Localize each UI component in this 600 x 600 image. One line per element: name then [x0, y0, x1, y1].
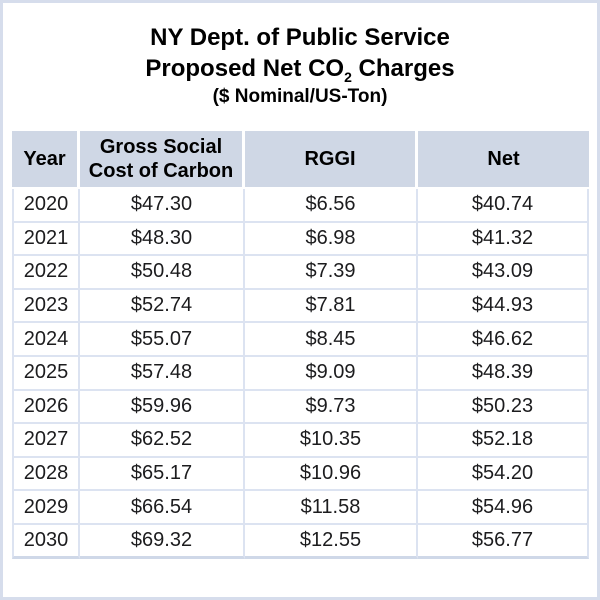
cell-gross: $55.07	[80, 323, 245, 357]
table-row-2026: 2026 $59.96 $9.73 $50.23	[12, 390, 589, 425]
col-header-net: Net	[418, 131, 589, 189]
cell-net: $44.93	[418, 289, 589, 324]
cell-net: $46.62	[418, 323, 589, 357]
cell-net: $48.39	[418, 356, 589, 391]
cell-rggi: $9.73	[245, 390, 418, 425]
table-row-2022: 2022 $50.48 $7.39 $43.09	[12, 256, 589, 290]
cell-year: 2027	[12, 424, 80, 458]
cell-gross: $52.74	[80, 289, 245, 324]
table-row-2024: 2024 $55.07 $8.45 $46.62	[12, 323, 589, 357]
cell-rggi: $8.45	[245, 323, 418, 357]
col-header-gross-social-cost: Gross Social Cost of Carbon	[80, 131, 245, 189]
cell-gross: $57.48	[80, 356, 245, 391]
cell-rggi: $6.56	[245, 189, 418, 223]
table-row-2021: 2021 $48.30 $6.98 $41.32	[12, 222, 589, 257]
table-row-2027: 2027 $62.52 $10.35 $52.18	[12, 424, 589, 458]
title-line-1: NY Dept. of Public Service	[150, 24, 450, 51]
table-row-2030: 2030 $69.32 $12.55 $56.77	[12, 524, 589, 559]
title-line-2: Proposed Net CO2 Charges	[3, 53, 597, 84]
cell-gross: $59.96	[80, 390, 245, 425]
title-line-2-prefix: Proposed Net CO	[145, 55, 345, 82]
cell-year: 2030	[12, 524, 80, 559]
cell-year: 2022	[12, 256, 80, 290]
cell-rggi: $6.98	[245, 222, 418, 257]
title-units: ($ Nominal/US-Ton)	[212, 86, 388, 107]
cell-year: 2024	[12, 323, 80, 357]
cell-net: $56.77	[418, 524, 589, 559]
title-line-2-suffix: Charges	[351, 55, 455, 82]
cell-rggi: $7.39	[245, 256, 418, 290]
cell-net: $54.96	[418, 491, 589, 525]
table-row-2029: 2029 $66.54 $11.58 $54.96	[12, 491, 589, 525]
table-row-2020: 2020 $47.30 $6.56 $40.74	[12, 189, 589, 223]
cell-net: $52.18	[418, 424, 589, 458]
cell-gross: $65.17	[80, 457, 245, 492]
cell-year: 2020	[12, 189, 80, 223]
table-row-2028: 2028 $65.17 $10.96 $54.20	[12, 457, 589, 492]
cell-net: $40.74	[418, 189, 589, 223]
cell-rggi: $10.96	[245, 457, 418, 492]
cell-net: $54.20	[418, 457, 589, 492]
cell-net: $43.09	[418, 256, 589, 290]
cell-rggi: $9.09	[245, 356, 418, 391]
cell-year: 2026	[12, 390, 80, 425]
cell-net: $41.32	[418, 222, 589, 257]
title-block: NY Dept. of Public Service Proposed Net …	[3, 3, 597, 110]
cell-rggi: $7.81	[245, 289, 418, 324]
cell-gross: $62.52	[80, 424, 245, 458]
table-row-2025: 2025 $57.48 $9.09 $48.39	[12, 356, 589, 391]
cell-year: 2023	[12, 289, 80, 324]
table-row-2023: 2023 $52.74 $7.81 $44.93	[12, 289, 589, 324]
cell-rggi: $12.55	[245, 524, 418, 559]
cell-gross: $47.30	[80, 189, 245, 223]
cell-gross: $50.48	[80, 256, 245, 290]
cell-year: 2028	[12, 457, 80, 492]
header-row: Year Gross Social Cost of Carbon RGGI Ne…	[12, 131, 589, 189]
co2-charges-table: Year Gross Social Cost of Carbon RGGI Ne…	[12, 131, 589, 559]
cell-rggi: $11.58	[245, 491, 418, 525]
cell-gross: $66.54	[80, 491, 245, 525]
cell-rggi: $10.35	[245, 424, 418, 458]
co2-subscript: 2	[344, 68, 352, 85]
cell-net: $50.23	[418, 390, 589, 425]
col-header-year: Year	[12, 131, 80, 189]
cell-gross: $69.32	[80, 524, 245, 559]
cell-year: 2021	[12, 222, 80, 257]
cell-year: 2029	[12, 491, 80, 525]
cell-year: 2025	[12, 356, 80, 391]
col-header-rggi: RGGI	[245, 131, 418, 189]
cell-gross: $48.30	[80, 222, 245, 257]
